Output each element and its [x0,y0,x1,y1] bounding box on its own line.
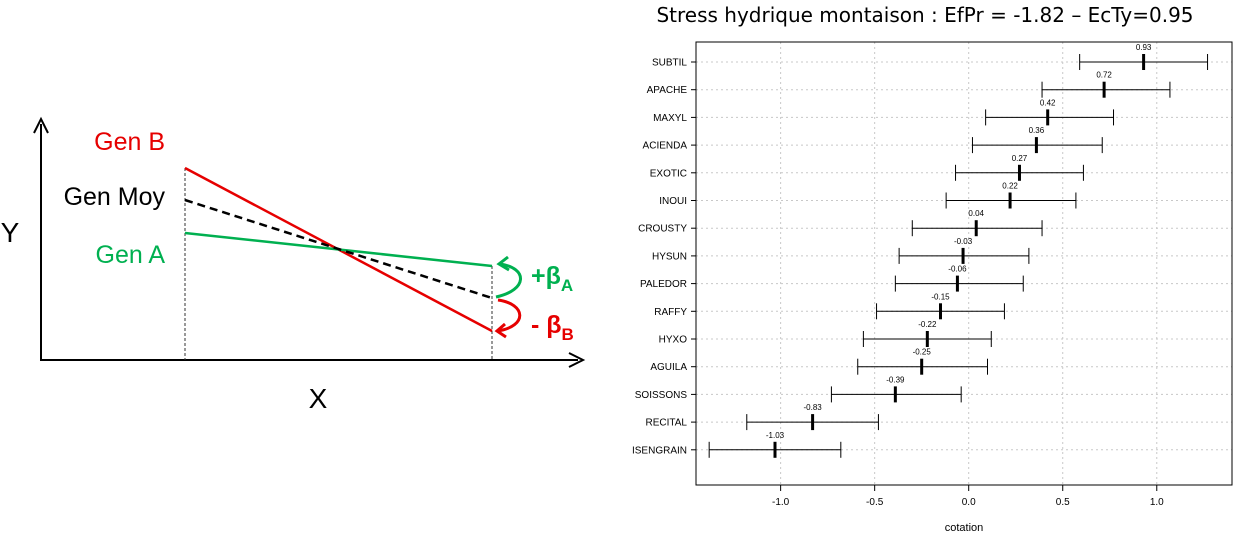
category-label: INOUI [659,196,687,207]
gen-moy-line [184,198,493,300]
beta-a-subscript: A [561,276,573,295]
gen-moy-label: Gen Moy [64,183,166,211]
value-label: 0.27 [1012,154,1028,163]
y-axis-arrowhead [33,116,49,134]
beta-a-label: +βA [531,262,573,295]
value-label: -0.22 [918,320,937,329]
x-axis-title: cotation [945,522,984,534]
value-label: 0.04 [968,209,984,218]
value-label: -0.83 [803,403,822,412]
category-label: APACHE [647,85,688,96]
beta-b-subscript: B [562,325,574,344]
value-label: 0.22 [1002,182,1018,191]
x-tick-label: -0.5 [866,497,884,508]
x-tick-label: 0.5 [1056,497,1070,508]
value-label: -0.25 [913,348,932,357]
value-label: -0.15 [931,292,950,301]
category-label: AGUILA [650,362,687,373]
beta-b-label: - βB [531,311,574,344]
beta-a-arrow [495,262,522,299]
interaction-diagram: Gen B Gen Moy Gen A Y X +βA - βB [1,116,586,414]
category-label: ACIENDA [643,141,688,152]
value-label: 0.93 [1136,43,1152,52]
category-label: HYSUN [652,251,687,262]
category-label: RAFFY [654,307,687,318]
category-label: SUBTIL [652,58,687,69]
value-label: 0.72 [1096,71,1112,80]
x-tick-label: 1.0 [1150,497,1164,508]
value-label: -0.06 [948,265,967,274]
gen-a-label: Gen A [96,241,166,269]
beta-a-arrowhead [496,255,510,272]
value-label: -1.03 [766,431,785,440]
category-label: PALEDOR [640,279,687,290]
category-label: MAXYL [653,113,687,124]
genotype-effect-chart: SUBTIL APACHE MAXYL ACIENDA EXOTIC INOUI CROUS… [632,41,1233,534]
category-label: CROUSTY [638,224,687,235]
beta-b-arrow [497,298,522,333]
category-label: SOISSONS [635,390,688,401]
x-tick-label: -1.0 [772,497,790,508]
value-label: -0.39 [886,375,905,384]
value-label: 0.42 [1040,98,1056,107]
y-axis-label: Y [1,217,20,248]
chart-title: Stress hydrique montaison : EfPr = -1.82… [656,3,1194,27]
category-label: HYXO [659,335,688,346]
gen-b-label: Gen B [94,128,165,156]
category-label: RECITAL [646,418,688,429]
category-label: EXOTIC [650,168,687,179]
beta-b-arrowhead [494,322,507,339]
x-tick-label: 0.0 [962,497,976,508]
x-axis-label: X [309,383,328,414]
value-label: 0.36 [1029,126,1045,135]
plot-frame [695,41,1233,486]
x-axis-arrowhead [568,352,586,368]
value-label: -0.03 [954,237,973,246]
category-label: ISENGRAIN [632,445,687,456]
